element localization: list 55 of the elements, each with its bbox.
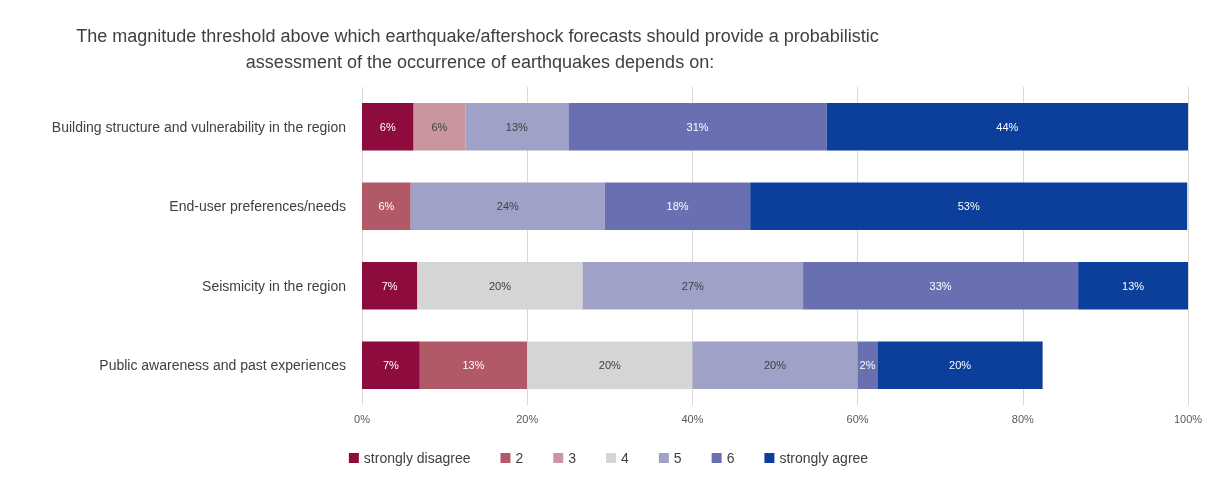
bar [604,182,751,231]
data-label: 6% [431,120,448,133]
data-label: 31% [686,120,709,133]
x-tick-label: 100% [1173,412,1203,425]
legend-label: strongly disagree [363,450,471,466]
data-label: 6% [378,200,395,213]
legend-label: strongly agree [779,450,869,466]
legend-label: 5 [673,450,682,466]
data-label: 20% [598,359,622,372]
data-label: 20% [949,359,972,372]
x-tick-label: 80% [1011,412,1035,425]
data-label: 20% [763,359,787,372]
x-tick-label: 20% [516,412,539,425]
x-tick-label: 40% [681,412,704,425]
legend-label: 4 [621,450,630,466]
bar [877,341,1043,390]
data-label: 53% [957,200,980,213]
data-label: 2% [859,359,876,372]
data-label: 20% [488,279,512,292]
data-label: 27% [681,279,705,292]
data-label: 13% [462,359,485,372]
legend-label: 3 [568,450,577,466]
y-tick-label: Building structure and vulnerability in the region [51,118,346,135]
legend-label: 6 [726,450,735,466]
bar [826,102,1188,151]
data-label: 13% [505,120,529,133]
bar [750,182,1188,231]
data-label: 24% [496,200,520,213]
bar [803,261,1079,310]
chart-title: The magnitude threshold above which earthquake/aftershock forecasts should provide a probabilistic assessment of the occurrence of earthquakes depends on: [76,26,884,72]
data-label: 33% [929,279,952,292]
data-label: 18% [666,200,689,213]
bar [362,102,414,151]
data-label: 6% [379,120,396,133]
bar [692,341,858,390]
data-label: 7% [382,359,400,372]
bar [582,261,804,310]
bar [419,341,528,390]
data-label: 44% [996,120,1019,133]
bar [568,102,827,151]
y-tick-label: Public awareness and past experiences [99,357,346,374]
bar [1078,261,1188,310]
bar [362,182,411,231]
bar [410,182,605,231]
bar [413,102,466,151]
bar [362,341,420,390]
bar [465,102,569,151]
legend-label: 2 [515,450,524,466]
x-tick-label: 0% [354,412,371,425]
y-tick-label: Seismicity in the region [202,277,346,294]
x-tick-label: 60% [846,412,869,425]
data-label: 7% [381,279,398,292]
data-label: 13% [1122,279,1145,292]
bar [362,261,418,310]
y-tick-label: End-user preferences/needs [169,198,346,215]
